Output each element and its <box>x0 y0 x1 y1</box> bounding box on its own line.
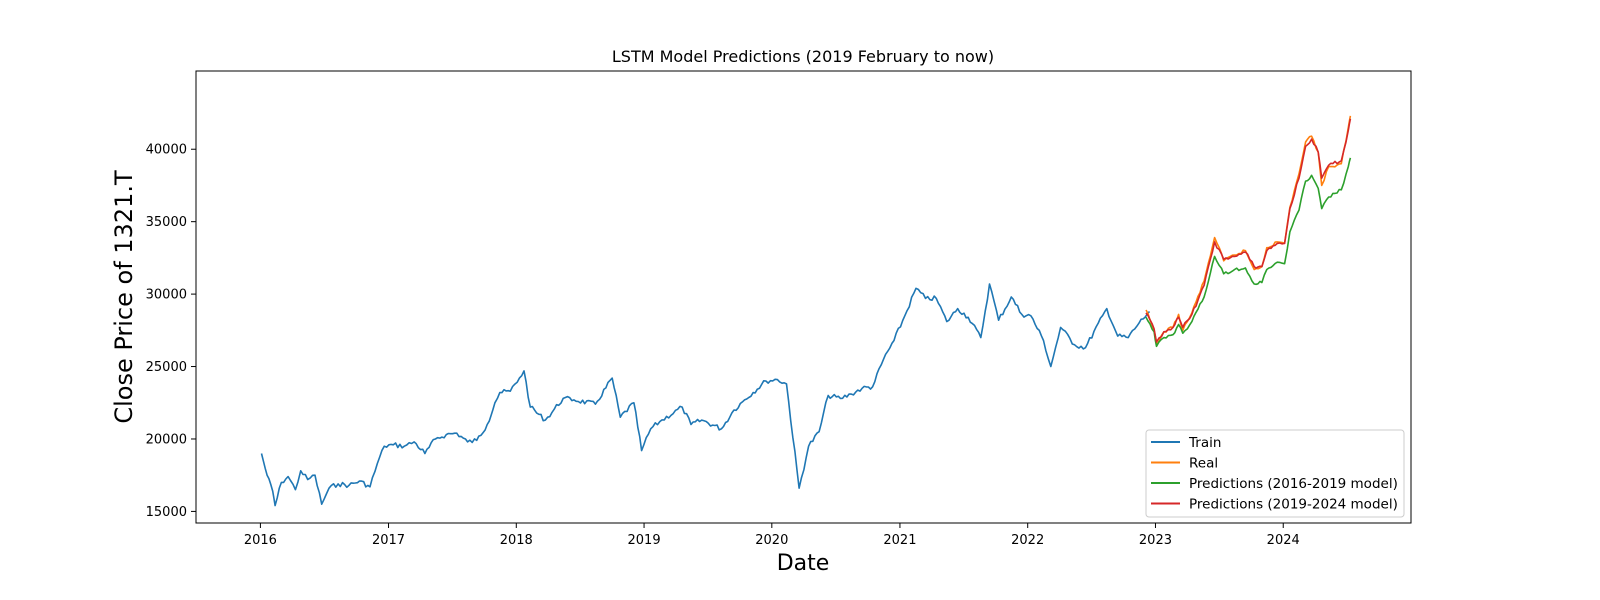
x-tick-label: 2021 <box>883 533 916 548</box>
x-axis-label: Date <box>777 551 830 576</box>
series-line-0 <box>260 283 1151 507</box>
y-tick-label: 25000 <box>146 360 187 375</box>
x-tick-label: 2018 <box>500 533 533 548</box>
plot-frame <box>195 70 1412 524</box>
x-tick-label: 2022 <box>1011 533 1044 548</box>
legend-label: Train <box>1188 435 1221 451</box>
series-line-1 <box>1145 115 1352 346</box>
x-tick-label: 2017 <box>372 533 405 548</box>
chart-title: LSTM Model Predictions (2019 February to… <box>612 47 994 66</box>
x-tick-label: 2019 <box>628 533 661 548</box>
y-tick-label: 35000 <box>146 215 187 230</box>
y-tick-label: 30000 <box>146 288 187 303</box>
y-tick-label: 15000 <box>146 505 187 520</box>
y-tick-label: 40000 <box>146 143 187 158</box>
series-line-2 <box>1145 157 1352 348</box>
y-axis-label: Close Price of 1321.T <box>110 170 138 424</box>
series-line-3 <box>1145 118 1352 343</box>
legend-label: Real <box>1189 456 1218 472</box>
x-axis: 2016 2017 2018 2019 2020 2021 2022 2023 2024 <box>244 523 1300 548</box>
legend-label: Predictions (2016-2019 model) <box>1189 476 1398 492</box>
x-tick-label: 2024 <box>1267 533 1300 548</box>
y-axis: 15000 20000 25000 30000 35000 40000 <box>146 143 196 520</box>
legend-box <box>1145 429 1405 518</box>
legend-label: Predictions (2019-2024 model) <box>1189 497 1398 513</box>
x-tick-label: 2020 <box>755 533 788 548</box>
x-tick-label: 2023 <box>1139 533 1172 548</box>
x-tick-label: 2016 <box>244 533 277 548</box>
series-layer <box>260 115 1352 507</box>
y-tick-label: 20000 <box>146 432 187 447</box>
legend: Train Real Predictions (2016-2019 model) Pr… <box>1145 429 1405 518</box>
